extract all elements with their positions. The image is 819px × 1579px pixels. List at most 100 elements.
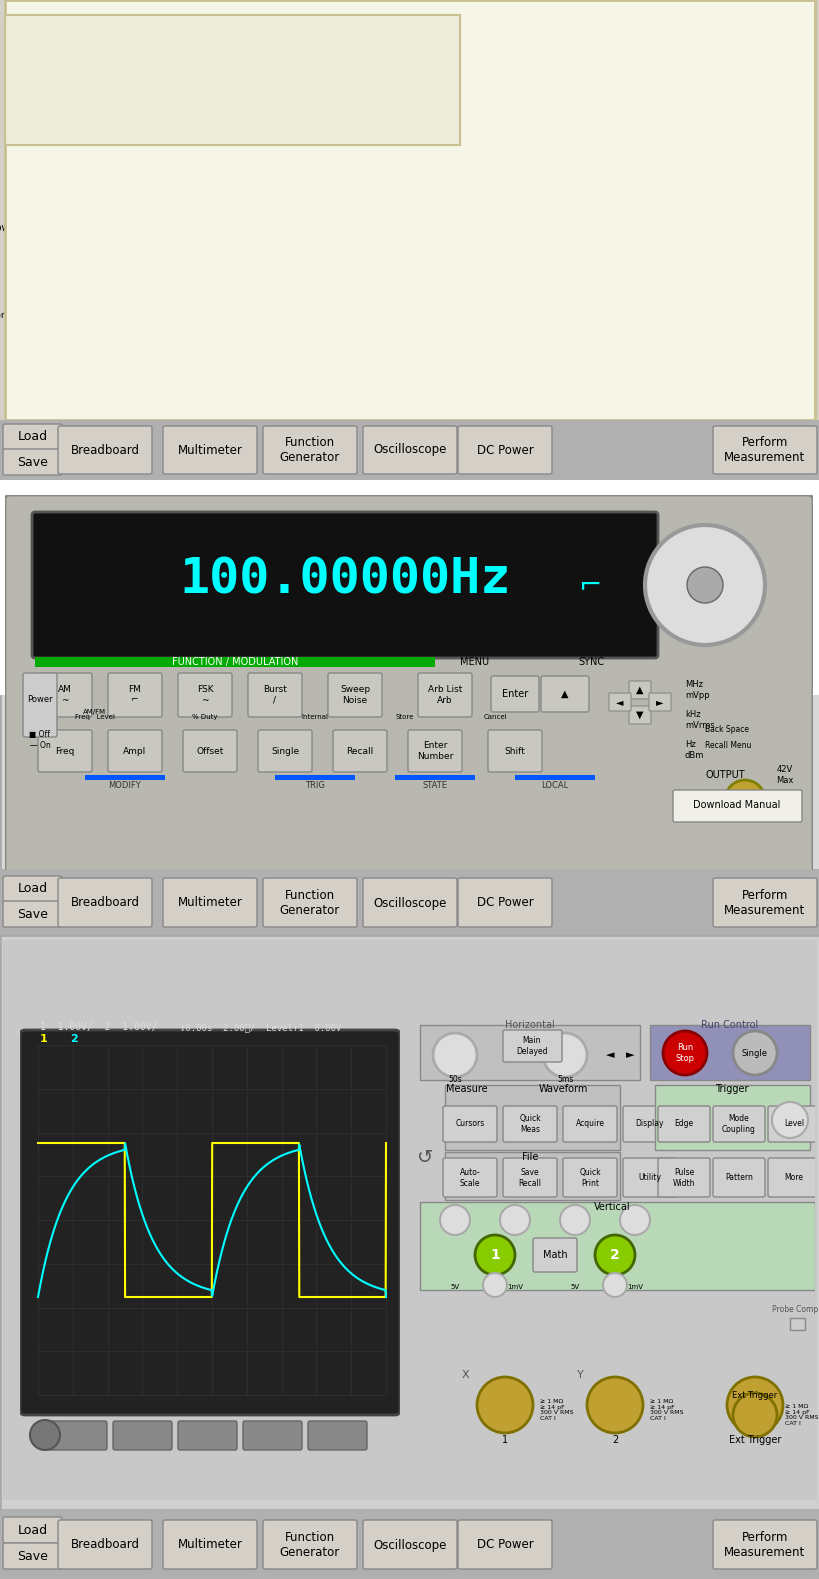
Text: FM
⌐: FM ⌐ — [129, 685, 141, 704]
Circle shape — [458, 254, 463, 259]
Circle shape — [215, 199, 219, 205]
Circle shape — [336, 333, 341, 338]
Circle shape — [336, 305, 341, 311]
FancyBboxPatch shape — [657, 1105, 709, 1142]
Circle shape — [296, 305, 301, 311]
Circle shape — [484, 292, 490, 297]
Text: Edge: Edge — [673, 1120, 693, 1129]
Text: 1: 1 — [490, 1247, 500, 1262]
Circle shape — [215, 319, 219, 325]
Circle shape — [377, 226, 382, 232]
FancyBboxPatch shape — [541, 676, 588, 712]
Bar — [158, 96, 161, 104]
Circle shape — [350, 254, 355, 259]
Circle shape — [161, 333, 165, 338]
FancyBboxPatch shape — [458, 426, 551, 474]
Circle shape — [417, 279, 422, 284]
Text: Load: Load — [17, 1524, 48, 1536]
Text: Save: Save — [17, 908, 48, 921]
Text: Run Control: Run Control — [700, 1020, 758, 1030]
Circle shape — [215, 213, 219, 218]
Bar — [274, 775, 355, 780]
Text: ↺: ↺ — [416, 1148, 432, 1167]
Text: G: G — [129, 292, 135, 298]
Text: Run
Stop: Run Stop — [675, 1044, 694, 1063]
Text: B: B — [130, 212, 135, 218]
Text: 24: 24 — [442, 339, 450, 344]
Circle shape — [161, 292, 165, 297]
Circle shape — [417, 199, 422, 205]
Circle shape — [49, 186, 55, 193]
Text: Function Generator: Function Generator — [0, 311, 5, 319]
Circle shape — [404, 199, 409, 205]
Text: ►: ► — [655, 696, 663, 707]
Circle shape — [404, 292, 409, 297]
FancyBboxPatch shape — [23, 673, 57, 737]
Circle shape — [229, 279, 233, 284]
FancyBboxPatch shape — [442, 1105, 496, 1142]
Text: Pulse
Width: Pulse Width — [672, 1168, 695, 1187]
Circle shape — [377, 199, 382, 205]
FancyBboxPatch shape — [263, 1521, 356, 1570]
Text: Power: Power — [0, 223, 20, 234]
Circle shape — [201, 254, 206, 259]
Circle shape — [417, 240, 422, 245]
Circle shape — [538, 199, 543, 205]
Circle shape — [377, 305, 382, 311]
Circle shape — [147, 240, 152, 245]
Text: DC Power: DC Power — [476, 444, 532, 456]
Text: Math: Math — [542, 1251, 567, 1260]
Circle shape — [269, 279, 274, 284]
Circle shape — [771, 1102, 807, 1138]
Circle shape — [525, 292, 530, 297]
Text: DC Power: DC Power — [476, 897, 532, 910]
Text: 22: 22 — [415, 339, 423, 344]
Circle shape — [201, 319, 206, 325]
Circle shape — [444, 305, 449, 311]
FancyBboxPatch shape — [442, 1157, 496, 1197]
Text: Oscilloscope: Oscilloscope — [373, 1538, 446, 1552]
Text: DC: DC — [11, 212, 25, 223]
Text: 16: 16 — [335, 339, 342, 344]
Circle shape — [242, 333, 247, 338]
Bar — [164, 33, 168, 44]
Circle shape — [49, 264, 55, 268]
Circle shape — [525, 240, 530, 245]
Text: ◄: ◄ — [605, 1050, 613, 1060]
Bar — [163, 96, 165, 104]
Text: 5: 5 — [201, 189, 206, 194]
FancyBboxPatch shape — [258, 729, 311, 772]
Circle shape — [269, 254, 274, 259]
Text: 0.1μF: 0.1μF — [156, 49, 165, 73]
Text: mA: mA — [611, 248, 625, 257]
Circle shape — [586, 1377, 642, 1434]
Circle shape — [161, 240, 165, 245]
Circle shape — [309, 226, 314, 232]
Text: -15V: -15V — [24, 262, 45, 270]
Text: Recall: Recall — [346, 747, 373, 755]
Circle shape — [538, 240, 543, 245]
Text: Save: Save — [17, 1549, 48, 1563]
Text: Trigger: Trigger — [714, 1085, 748, 1094]
Circle shape — [174, 279, 179, 284]
FancyBboxPatch shape — [58, 1521, 152, 1570]
Circle shape — [188, 333, 192, 338]
Bar — [114, 35, 164, 41]
Circle shape — [201, 199, 206, 205]
FancyBboxPatch shape — [0, 936, 819, 1503]
FancyBboxPatch shape — [263, 426, 356, 474]
Circle shape — [283, 319, 287, 325]
Circle shape — [511, 254, 516, 259]
Circle shape — [323, 305, 328, 311]
Circle shape — [323, 292, 328, 297]
Circle shape — [498, 226, 503, 232]
Circle shape — [229, 240, 233, 245]
Circle shape — [201, 292, 206, 297]
Bar — [395, 775, 474, 780]
Circle shape — [552, 240, 557, 245]
Circle shape — [471, 254, 476, 259]
Text: AM/FM: AM/FM — [84, 709, 106, 715]
FancyBboxPatch shape — [48, 1421, 106, 1450]
Circle shape — [477, 1377, 532, 1434]
Text: 1: 1 — [501, 1435, 508, 1445]
